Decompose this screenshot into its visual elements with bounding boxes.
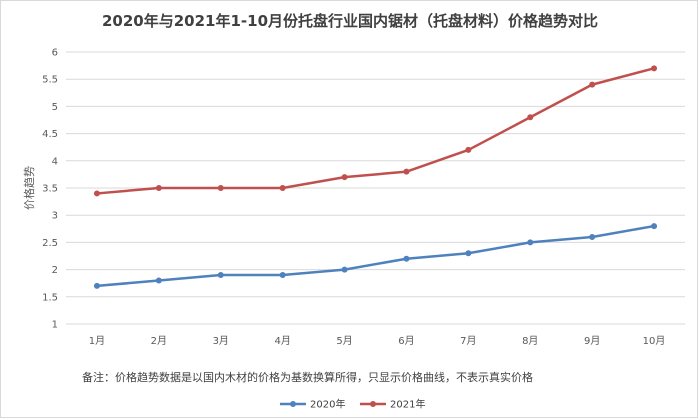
legend-marker (290, 401, 296, 407)
y-tick-label: 6 (52, 48, 58, 59)
data-point (93, 282, 100, 289)
data-point (155, 277, 162, 284)
y-tick-label: 2 (52, 265, 58, 276)
data-point (403, 255, 410, 262)
x-tick-label: 5月 (336, 335, 352, 347)
data-point (527, 114, 534, 121)
legend-label: 2021年 (390, 398, 425, 411)
gridlines (66, 51, 685, 325)
y-tick-label: 5 (52, 102, 58, 113)
x-tick-label: 7月 (460, 335, 476, 347)
x-tick-label: 9月 (584, 335, 600, 347)
legend-marker (370, 401, 376, 407)
legend-item: 2021年 (360, 398, 425, 411)
data-point (589, 233, 596, 240)
y-tick-label: 3.5 (42, 184, 58, 195)
data-point (217, 185, 224, 191)
data-point (589, 81, 596, 88)
data-point (279, 272, 286, 279)
y-tick-label: 5.5 (42, 75, 58, 86)
y-tick-label: 4 (52, 156, 58, 167)
data-point (341, 266, 348, 273)
series-group (93, 65, 658, 289)
data-point (651, 65, 658, 72)
data-point (279, 185, 286, 191)
data-point (651, 223, 658, 230)
data-point (217, 272, 224, 279)
data-point (465, 146, 472, 153)
y-axis-label: 价格趋势 (22, 166, 36, 210)
x-tick-label: 1月 (89, 335, 105, 347)
x-axis-ticks: 1月 2月 3月 4月 5月 6月 7月 8月 9月 10月 (89, 335, 666, 347)
data-point (403, 168, 410, 175)
data-point (527, 239, 534, 246)
chart-note: 备注：价格趋势数据是以国内木材的价格为基数换算所得，只显示价格曲线，不表示真实价… (82, 370, 533, 384)
series-line (96, 67, 655, 195)
y-tick-label: 3 (52, 211, 58, 222)
y-axis-ticks: 1 1.5 2 2.5 3 3.5 4 4.5 5 5.5 6 (42, 48, 58, 331)
data-point (341, 174, 348, 181)
data-point (155, 185, 162, 191)
x-tick-label: 3月 (213, 335, 229, 347)
y-tick-label: 2.5 (42, 238, 58, 249)
chart-title: 2020年与2021年1-10月份托盘行业国内锯材（托盘材料）价格趋势对比 (102, 12, 598, 30)
y-tick-label: 4.5 (42, 129, 58, 140)
y-tick-label: 1.5 (42, 292, 58, 303)
x-tick-label: 6月 (398, 335, 414, 347)
data-point (93, 190, 100, 197)
data-point (465, 250, 472, 257)
legend-item: 2020年 (280, 398, 345, 411)
legend-label: 2020年 (310, 398, 345, 411)
x-tick-label: 10月 (643, 335, 666, 347)
series-line (96, 224, 655, 288)
y-tick-label: 1 (52, 320, 58, 331)
legend: 2020年 2021年 (280, 398, 425, 411)
series-2 (93, 65, 658, 197)
x-tick-label: 8月 (522, 335, 538, 347)
series-1 (93, 223, 658, 289)
x-tick-label: 2月 (151, 335, 167, 347)
x-tick-label: 4月 (274, 335, 290, 347)
